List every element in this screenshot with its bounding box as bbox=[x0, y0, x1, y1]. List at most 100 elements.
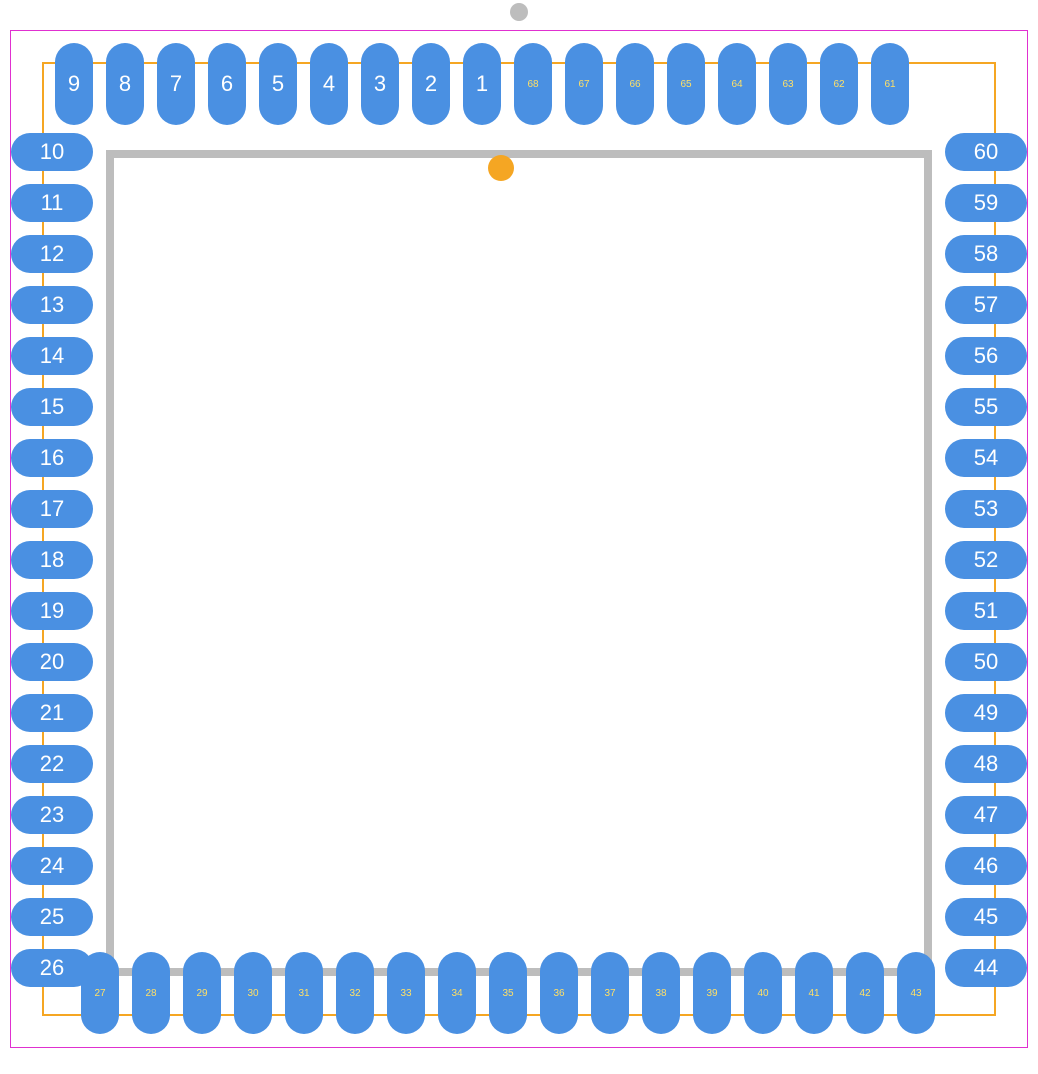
pad-11: 11 bbox=[11, 184, 93, 222]
pad-48: 48 bbox=[945, 745, 1027, 783]
pad-41: 41 bbox=[795, 952, 833, 1034]
pad-14: 14 bbox=[11, 337, 93, 375]
pad-21: 21 bbox=[11, 694, 93, 732]
pad-44: 44 bbox=[945, 949, 1027, 987]
pad-15: 15 bbox=[11, 388, 93, 426]
pad-label: 40 bbox=[757, 988, 768, 999]
pad-62: 62 bbox=[820, 43, 858, 125]
pad-54: 54 bbox=[945, 439, 1027, 477]
orientation-dot-top bbox=[510, 3, 528, 21]
footprint-canvas: 1234567896867666564636261101112131415161… bbox=[0, 0, 1038, 1074]
pad-label: 32 bbox=[349, 988, 360, 999]
pad-30: 30 bbox=[234, 952, 272, 1034]
pad-label: 53 bbox=[974, 496, 998, 522]
pad-label: 34 bbox=[451, 988, 462, 999]
pad-label: 18 bbox=[40, 547, 64, 573]
pad-13: 13 bbox=[11, 286, 93, 324]
pad-59: 59 bbox=[945, 184, 1027, 222]
pad-3: 3 bbox=[361, 43, 399, 125]
pad-label: 60 bbox=[974, 139, 998, 165]
pad-label: 37 bbox=[604, 988, 615, 999]
pad-label: 42 bbox=[859, 988, 870, 999]
pad-label: 65 bbox=[680, 79, 691, 90]
pad-label: 21 bbox=[40, 700, 64, 726]
pad-27: 27 bbox=[81, 952, 119, 1034]
pad-label: 64 bbox=[731, 79, 742, 90]
pad-68: 68 bbox=[514, 43, 552, 125]
pad-label: 39 bbox=[706, 988, 717, 999]
pad-29: 29 bbox=[183, 952, 221, 1034]
pad-67: 67 bbox=[565, 43, 603, 125]
pad-4: 4 bbox=[310, 43, 348, 125]
pad-9: 9 bbox=[55, 43, 93, 125]
pad-label: 10 bbox=[40, 139, 64, 165]
pad-label: 5 bbox=[272, 71, 284, 97]
pad-label: 6 bbox=[221, 71, 233, 97]
pad-label: 44 bbox=[974, 955, 998, 981]
pad-65: 65 bbox=[667, 43, 705, 125]
pad-label: 19 bbox=[40, 598, 64, 624]
pad-61: 61 bbox=[871, 43, 909, 125]
pad-label: 9 bbox=[68, 71, 80, 97]
pad-46: 46 bbox=[945, 847, 1027, 885]
pad-8: 8 bbox=[106, 43, 144, 125]
pad-label: 3 bbox=[374, 71, 386, 97]
pad-7: 7 bbox=[157, 43, 195, 125]
pad-label: 38 bbox=[655, 988, 666, 999]
pad-label: 59 bbox=[974, 190, 998, 216]
pad-17: 17 bbox=[11, 490, 93, 528]
pad-label: 50 bbox=[974, 649, 998, 675]
pad-43: 43 bbox=[897, 952, 935, 1034]
pad-20: 20 bbox=[11, 643, 93, 681]
pad-66: 66 bbox=[616, 43, 654, 125]
pin1-marker-dot bbox=[488, 155, 514, 181]
pad-label: 67 bbox=[578, 79, 589, 90]
pad-24: 24 bbox=[11, 847, 93, 885]
pad-35: 35 bbox=[489, 952, 527, 1034]
pad-label: 11 bbox=[41, 190, 64, 216]
pad-1: 1 bbox=[463, 43, 501, 125]
pad-23: 23 bbox=[11, 796, 93, 834]
pad-36: 36 bbox=[540, 952, 578, 1034]
pad-label: 26 bbox=[40, 955, 64, 981]
pad-label: 68 bbox=[527, 79, 538, 90]
pad-10: 10 bbox=[11, 133, 93, 171]
pad-53: 53 bbox=[945, 490, 1027, 528]
pad-label: 27 bbox=[94, 988, 105, 999]
pad-label: 62 bbox=[833, 79, 844, 90]
pad-label: 49 bbox=[974, 700, 998, 726]
pad-label: 28 bbox=[145, 988, 156, 999]
pad-label: 43 bbox=[910, 988, 921, 999]
pad-51: 51 bbox=[945, 592, 1027, 630]
pad-label: 20 bbox=[40, 649, 64, 675]
pad-label: 47 bbox=[974, 802, 998, 828]
pad-label: 58 bbox=[974, 241, 998, 267]
pad-label: 30 bbox=[247, 988, 258, 999]
pad-label: 33 bbox=[400, 988, 411, 999]
pad-16: 16 bbox=[11, 439, 93, 477]
pad-label: 66 bbox=[629, 79, 640, 90]
pad-2: 2 bbox=[412, 43, 450, 125]
pad-33: 33 bbox=[387, 952, 425, 1034]
pad-63: 63 bbox=[769, 43, 807, 125]
pad-label: 35 bbox=[502, 988, 513, 999]
pad-5: 5 bbox=[259, 43, 297, 125]
pad-52: 52 bbox=[945, 541, 1027, 579]
pad-label: 24 bbox=[40, 853, 64, 879]
pad-38: 38 bbox=[642, 952, 680, 1034]
pad-49: 49 bbox=[945, 694, 1027, 732]
pad-22: 22 bbox=[11, 745, 93, 783]
pad-34: 34 bbox=[438, 952, 476, 1034]
pad-label: 7 bbox=[170, 71, 182, 97]
pad-19: 19 bbox=[11, 592, 93, 630]
pad-12: 12 bbox=[11, 235, 93, 273]
pad-label: 13 bbox=[40, 292, 64, 318]
pad-label: 45 bbox=[974, 904, 998, 930]
pad-45: 45 bbox=[945, 898, 1027, 936]
pad-47: 47 bbox=[945, 796, 1027, 834]
pad-label: 8 bbox=[119, 71, 131, 97]
pad-64: 64 bbox=[718, 43, 756, 125]
pad-label: 31 bbox=[298, 988, 309, 999]
pad-label: 4 bbox=[323, 71, 335, 97]
pad-label: 57 bbox=[974, 292, 998, 318]
